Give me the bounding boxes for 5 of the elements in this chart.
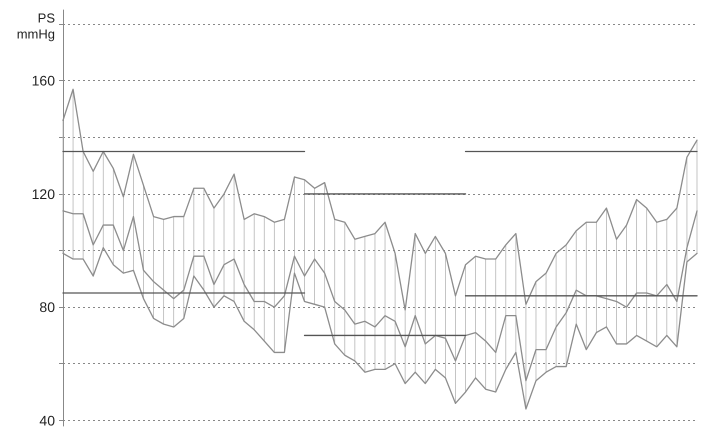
y-axis-title: PS mmHg bbox=[16, 10, 56, 42]
y-tick-label: 160 bbox=[32, 72, 56, 89]
y-tick-label: 120 bbox=[32, 186, 56, 202]
y-tick-label: 40 bbox=[39, 412, 56, 428]
y-tick-label: 80 bbox=[39, 299, 56, 316]
